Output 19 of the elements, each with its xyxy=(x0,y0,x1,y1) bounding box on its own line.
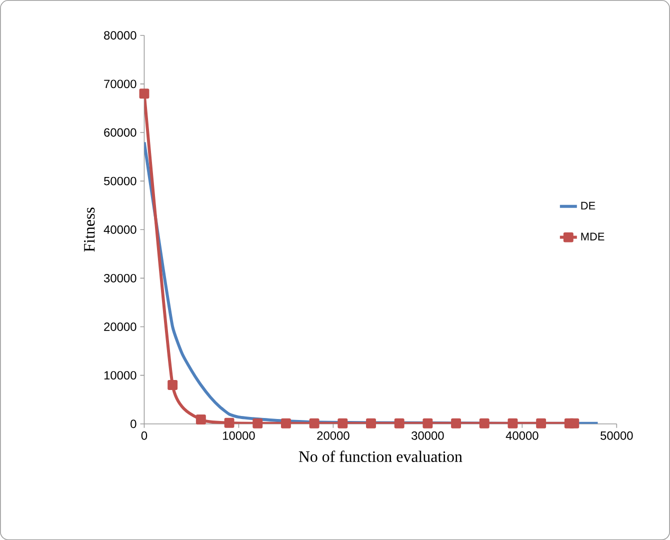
y-tick-label: 70000 xyxy=(104,80,136,88)
y-tick-label: 80000 xyxy=(104,31,136,40)
legend-label: DE xyxy=(581,202,596,210)
x-tick-label: 40000 xyxy=(506,431,538,440)
y-axis-title: Fitness xyxy=(84,208,95,252)
y-tick-label: 10000 xyxy=(104,371,136,380)
y-tick-label: 30000 xyxy=(104,274,136,282)
y-tick-label: 40000 xyxy=(104,225,136,234)
x-axis-title: No of function evaluation xyxy=(298,450,462,462)
x-tick-label: 10000 xyxy=(223,431,255,440)
x-tick-label: 0 xyxy=(141,431,148,440)
y-tick-label: 60000 xyxy=(104,128,136,137)
y-tick-label: 50000 xyxy=(104,176,136,186)
x-tick-label: 20000 xyxy=(317,431,350,440)
x-tick-label: 30000 xyxy=(412,431,444,440)
x-tick-label: 50000 xyxy=(600,431,633,440)
y-tick-label: 20000 xyxy=(104,322,136,331)
y-tick-label: 0 xyxy=(130,420,136,428)
legend-label: MDE xyxy=(581,232,604,240)
